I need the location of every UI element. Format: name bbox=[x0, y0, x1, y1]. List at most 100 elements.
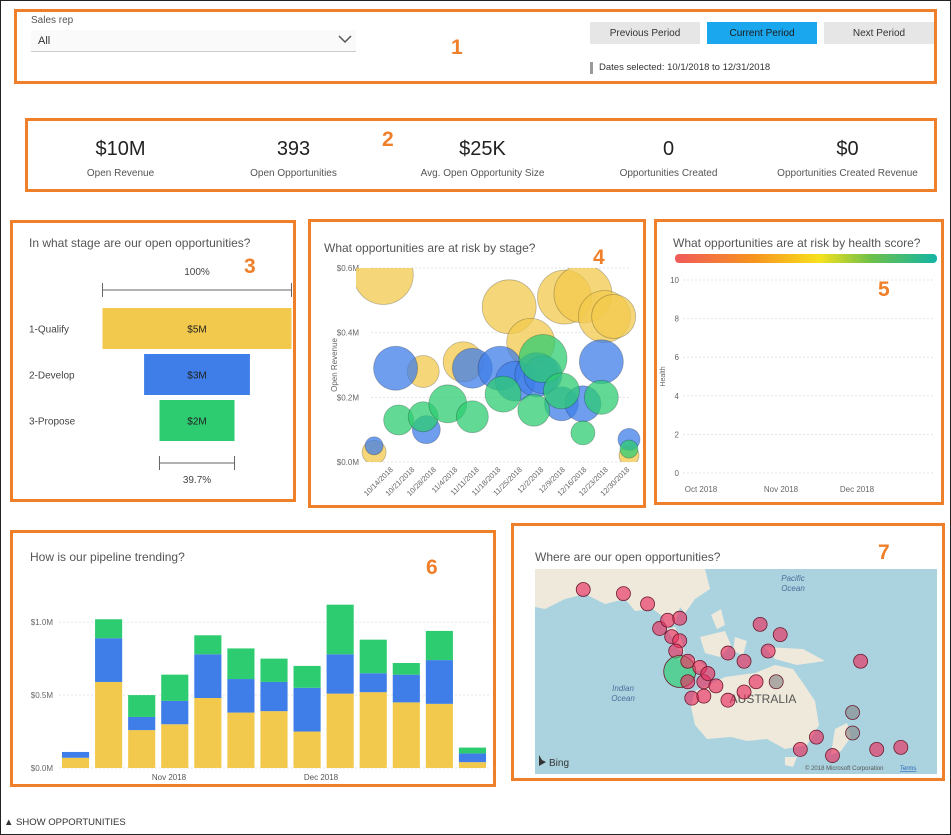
bar-segment bbox=[293, 731, 321, 768]
map-marker bbox=[825, 748, 840, 763]
land-sulawesi bbox=[733, 637, 747, 655]
map-label-indian: Ocean bbox=[611, 694, 635, 703]
panel-number-7: 7 bbox=[878, 541, 890, 564]
filter-panel: Sales rep All Previous Period Current Pe… bbox=[14, 9, 937, 84]
map-marker bbox=[845, 705, 860, 720]
bar-segment bbox=[326, 604, 354, 655]
bar-segment bbox=[194, 654, 222, 698]
pipeline-title: How is our pipeline trending? bbox=[30, 550, 185, 564]
bar-segment bbox=[95, 619, 123, 639]
map-marker bbox=[684, 690, 700, 706]
bar-segment bbox=[61, 751, 90, 758]
map-marker bbox=[893, 739, 909, 755]
bar-segment bbox=[227, 679, 255, 713]
bar-segment bbox=[95, 638, 123, 682]
kpi-label: Avg. Open Opportunity Size bbox=[420, 168, 545, 179]
map-copyright: © 2018 Microsoft Corporation bbox=[805, 765, 883, 772]
health-gradient-bar bbox=[675, 254, 937, 263]
funnel-bar bbox=[102, 308, 292, 349]
health-panel[interactable]: What opportunities are at risk by health… bbox=[654, 219, 944, 505]
bar-segment bbox=[161, 674, 189, 701]
scatter-bubble bbox=[373, 345, 418, 391]
scatter-bubble bbox=[518, 334, 568, 383]
y-tick-label: $0.4M bbox=[337, 329, 360, 338]
scatter-bubble bbox=[455, 400, 489, 434]
x-tick-label: Dec 2018 bbox=[304, 773, 339, 782]
scatter-bubble bbox=[517, 393, 551, 427]
kpi-value: $25K bbox=[459, 138, 506, 160]
map-marker bbox=[845, 725, 860, 741]
map-marker bbox=[575, 582, 591, 597]
scatter-bubble bbox=[570, 420, 596, 446]
funnel-title: In what stage are our open opportunities… bbox=[29, 236, 251, 250]
map-marker bbox=[768, 674, 784, 690]
map-marker bbox=[660, 612, 676, 628]
dropdown-value: All bbox=[38, 35, 51, 47]
funnel-top-pct: 100% bbox=[184, 267, 210, 278]
pipeline-panel[interactable]: How is our pipeline trending? $0.0M $0.5M… bbox=[10, 530, 496, 787]
slicer-label: Sales rep bbox=[31, 15, 74, 26]
funnel-panel[interactable]: In what stage are our open opportunities… bbox=[10, 220, 296, 502]
map-marker bbox=[616, 586, 631, 602]
y-tick-label: $0.0M bbox=[31, 764, 54, 773]
kpi-value: $10M bbox=[95, 138, 146, 160]
x-tick-label: Nov 2018 bbox=[764, 485, 799, 494]
bar-segment bbox=[161, 700, 189, 725]
bar-segment bbox=[326, 693, 354, 768]
kpi-label: Opportunities Created bbox=[619, 168, 718, 179]
panel-number-5: 5 bbox=[878, 278, 890, 301]
current-period-button[interactable]: Current Period bbox=[707, 22, 817, 44]
map-panel[interactable]: Where are our open opportunities? Pacifi… bbox=[511, 523, 945, 781]
kpi-value: 0 bbox=[662, 138, 675, 160]
kpi-label: Open Opportunities bbox=[250, 168, 337, 179]
scatter-bubble bbox=[364, 436, 384, 456]
x-tick-label: Nov 2018 bbox=[152, 773, 187, 782]
land-tasmania bbox=[785, 757, 797, 767]
bar-segment bbox=[260, 681, 288, 712]
map-marker bbox=[720, 645, 736, 661]
bar-segment bbox=[128, 730, 156, 768]
bar-segment bbox=[194, 635, 222, 655]
bar-segment bbox=[161, 724, 189, 768]
y-tick-label: 0 bbox=[675, 469, 680, 478]
map-marker bbox=[853, 653, 869, 669]
show-opportunities-toggle[interactable]: ▲ SHOW OPPORTUNITIES bbox=[4, 817, 126, 828]
dates-selected-label: Dates selected: 10/1/2018 to 12/31/2018 bbox=[590, 62, 770, 74]
map-marker bbox=[672, 610, 688, 626]
land-new-guinea bbox=[765, 647, 825, 665]
map-marker bbox=[748, 674, 764, 690]
funnel-stage-name: 3-Propose bbox=[29, 417, 76, 428]
funnel-bar-label: $3M bbox=[187, 371, 206, 382]
y-tick-label: $0.6M bbox=[337, 264, 360, 273]
kpi-label: Open Revenue bbox=[86, 168, 155, 179]
health-title: What opportunities are at risk by health… bbox=[673, 236, 921, 250]
bar-segment bbox=[128, 695, 156, 717]
y-tick-label: 6 bbox=[675, 353, 680, 362]
panel-number-3: 3 bbox=[244, 255, 256, 278]
bar-segment bbox=[227, 712, 255, 768]
funnel-stage-name: 2-Develop bbox=[29, 371, 75, 382]
kpi-value: $0 bbox=[836, 138, 859, 160]
map-marker bbox=[869, 741, 885, 757]
scatter-panel[interactable]: What opportunities are at risk by stage?… bbox=[308, 219, 646, 508]
bar-segment bbox=[260, 711, 288, 768]
bar-segment bbox=[458, 762, 487, 768]
funnel-bar-label: $5M bbox=[187, 325, 206, 336]
bar-segment bbox=[293, 665, 321, 688]
scatter-bubble bbox=[484, 375, 522, 413]
previous-period-button[interactable]: Previous Period bbox=[590, 22, 700, 44]
panel-number-6: 6 bbox=[426, 556, 438, 579]
next-period-button[interactable]: Next Period bbox=[824, 22, 934, 44]
y-tick-label: 2 bbox=[675, 430, 680, 439]
sales-rep-dropdown[interactable]: All bbox=[31, 30, 356, 52]
panel-number-2: 2 bbox=[382, 128, 394, 151]
map-marker bbox=[772, 627, 788, 642]
map-marker bbox=[640, 596, 655, 612]
y-tick-label: 10 bbox=[670, 276, 679, 285]
bar-segment bbox=[392, 663, 420, 675]
funnel-bar bbox=[159, 400, 235, 441]
bar-segment bbox=[227, 648, 255, 680]
scatter-bubble bbox=[578, 339, 624, 385]
